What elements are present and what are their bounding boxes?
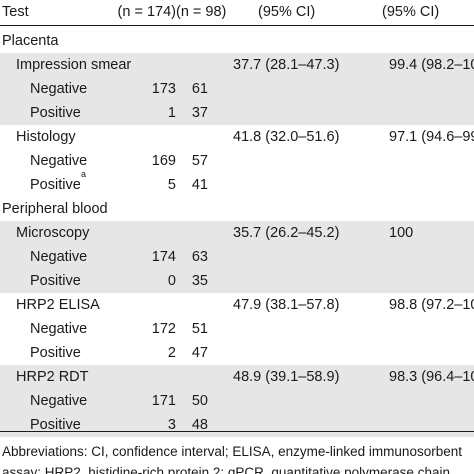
table-row: HRP2 ELISA 47.9 (38.1–57.8) 98.8 (97.2–100… [0,293,474,317]
count-group1: 3 [167,417,176,433]
header-n2: (n = 98) [176,4,227,20]
table-row: Peripheral blood [0,197,474,221]
footnote: Abbreviations: CI, confidence interval; … [2,441,474,474]
table-row: Impression smear 37.7 (28.1–47.3) 99.4 (98… [0,53,474,77]
count-group1: 5 [167,177,176,193]
estimate-1: 48.9 (39.1–58.9) [233,369,340,385]
row-label: Microscopy [16,225,90,241]
row-label: Positive [30,177,81,193]
count-group2: 61 [191,81,208,97]
estimate-2: 100 [389,225,414,241]
row-label: Negative [30,153,88,169]
table-row: HRP2 RDT 48.9 (39.1–58.9) 98.3 (96.4–100) [0,365,474,389]
estimate-2: 97.1 (94.6–99.6) [389,129,474,145]
count-group2: 50 [191,393,208,409]
count-group2: 37 [191,105,208,121]
row-label: Negative [30,249,88,265]
table-row: Positive a 5 41 [0,170,474,197]
row-label: Peripheral blood [2,201,108,217]
estimate-2: 99.4 (98.2–100) [389,57,474,73]
count-group1: 169 [151,153,176,169]
estimate-1: 41.8 (32.0–51.6) [233,129,340,145]
table-row: Positive 0 35 [0,269,474,293]
footnote-line-2: assay; HRP2, histidine-rich protein 2; q… [2,465,450,474]
row-label: Negative [30,321,88,337]
count-group1: 0 [167,273,176,289]
table-row: Histology 41.8 (32.0–51.6) 97.1 (94.6–99.6… [0,125,474,149]
table-row: Microscopy 35.7 (26.2–45.2) 100 [0,221,474,245]
table-row: Negative 172 51 [0,317,474,341]
count-group2: 35 [191,273,208,289]
header-ci1: (95% CI) [258,4,316,20]
header-ci2: (95% CI) [382,4,440,20]
footnote-line-1: Abbreviations: CI, confidence interval; … [2,444,462,459]
row-label: HRP2 ELISA [16,297,100,313]
count-group2: 63 [191,249,208,265]
row-label: Positive [30,105,81,121]
row-label: Negative [30,393,88,409]
count-group1: 2 [167,345,176,361]
row-label: Positive [30,273,81,289]
count-group1: 174 [151,249,176,265]
table-row: Negative 173 61 [0,77,474,101]
table-row: Placenta [0,29,474,53]
count-group2: 51 [191,321,208,337]
table-header-row: Test (n = 174) (n = 98) (95% CI) (95% CI… [0,0,474,24]
row-label: Positive [30,345,81,361]
table-row: Positive 1 37 [0,101,474,125]
row-label: Placenta [2,33,59,49]
row-label: Histology [16,129,76,145]
count-group1: 171 [151,393,176,409]
estimate-1: 47.9 (38.1–57.8) [233,297,340,313]
estimate-1: 35.7 (26.2–45.2) [233,225,340,241]
row-label: HRP2 RDT [16,369,89,385]
table-row: Negative 174 63 [0,245,474,269]
count-group2: 41 [191,177,208,193]
header-test: Test [2,4,29,20]
estimate-1: 37.7 (28.1–47.3) [233,57,340,73]
estimate-2: 98.8 (97.2–100) [389,297,474,313]
table-row: Negative 169 57 [0,149,474,173]
row-label: Impression smear [16,57,132,73]
count-group2: 47 [191,345,208,361]
row-label: Positive [30,417,81,433]
header-rule [0,25,474,26]
row-label: Negative [30,81,88,97]
count-group1: 173 [151,81,176,97]
count-group2: 48 [191,417,208,433]
count-group1: 1 [167,105,176,121]
count-group1: 172 [151,321,176,337]
count-group2: 57 [191,153,208,169]
table-row: Positive 2 47 [0,341,474,365]
bottom-rule [0,431,474,432]
table-row: Positive 3 48 [0,413,474,437]
header-n1: (n = 174) [117,4,176,20]
estimate-2: 98.3 (96.4–100) [389,369,474,385]
table-row: Negative 171 50 [0,389,474,413]
